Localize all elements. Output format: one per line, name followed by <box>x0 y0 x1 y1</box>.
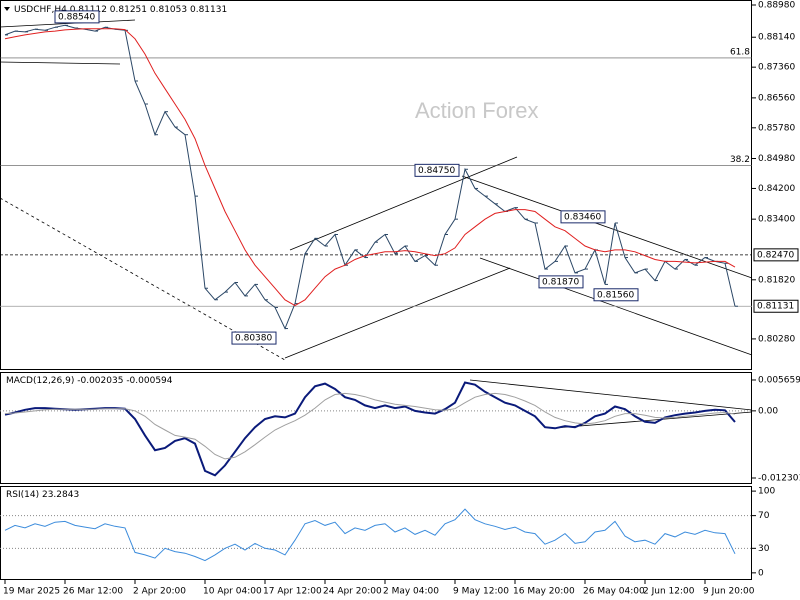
y-tick-label: 0.85780 <box>758 123 795 133</box>
fib-label: 61.8 <box>730 47 750 57</box>
price-header: USDCHF,H4 0.81112 0.81251 0.81053 0.8113… <box>14 5 227 15</box>
y-tick-label: 0.005659 <box>758 375 800 385</box>
annotation-label: 0.83460 <box>564 212 601 222</box>
header-value: 0.81112 <box>70 5 107 15</box>
trend-line <box>469 379 753 411</box>
trend-line <box>461 175 753 279</box>
x-tick-label: 9 Jun 20:00 <box>703 587 755 597</box>
y-tick-label: 0.86560 <box>758 93 795 103</box>
x-tick-label: 2 Apr 20:00 <box>133 587 186 597</box>
price-box <box>753 299 799 313</box>
y-tick-label: -0.012301 <box>758 474 800 484</box>
price-box-label: 0.82470 <box>757 250 794 260</box>
trend-line <box>0 19 136 28</box>
annotation-label: 0.81560 <box>597 290 634 300</box>
y-tick-label: 0.87360 <box>758 63 795 73</box>
annotation-label: 0.81870 <box>542 277 579 287</box>
header-value: 23.2843 <box>42 490 79 500</box>
annotation-box <box>593 288 639 302</box>
y-tick-label: 0.84980 <box>758 154 795 164</box>
y-tick-label: 0.88140 <box>758 33 795 43</box>
trend-line <box>554 411 753 429</box>
x-tick-label: 9 May 12:00 <box>453 587 509 597</box>
y-tick-label: 0.00 <box>758 406 778 416</box>
annotation-label: 0.88540 <box>58 12 95 22</box>
watermark: Action Forex <box>415 98 539 123</box>
annotation-label: 0.80380 <box>235 334 272 344</box>
macd-header: MACD(12,26,9) -0.002035 -0.000594 <box>6 376 173 386</box>
trend-line <box>0 61 121 65</box>
price-box <box>753 248 799 262</box>
header-value: 0.81251 <box>110 5 147 15</box>
trend-line <box>289 156 518 251</box>
series-line <box>4 24 736 330</box>
fib-label: 38.2 <box>730 155 750 165</box>
x-tick-label: 26 Mar 12:00 <box>63 587 123 597</box>
x-tick-label: 2 Jun 12:00 <box>643 587 695 597</box>
y-tick-label: 100 <box>758 487 775 497</box>
header-value: 0.81053 <box>150 5 187 15</box>
series-line <box>4 392 736 460</box>
series-line <box>4 508 736 562</box>
y-tick-label: 0.83400 <box>758 215 795 225</box>
x-tick-label: 26 May 04:00 <box>583 587 645 597</box>
price-panel <box>0 0 752 370</box>
x-tick-label: 24 Apr 20:00 <box>323 587 382 597</box>
annotation-box <box>538 275 584 289</box>
annotation-label: 0.84750 <box>418 166 455 176</box>
annotation-box <box>560 210 606 224</box>
price-box-label: 0.81131 <box>757 302 794 312</box>
series-line <box>4 381 736 477</box>
price-title: USDCHF,H4 <box>14 5 67 15</box>
header-value: -0.002035 <box>77 376 123 386</box>
rsi-header: RSI(14) 23.2843 <box>6 490 79 500</box>
macd-title: MACD(12,26,9) <box>6 376 74 386</box>
rsi-panel <box>0 486 752 580</box>
x-tick-label: 17 Apr 12:00 <box>263 587 322 597</box>
x-tick-label: 16 May 20:00 <box>513 587 575 597</box>
header-value: 0.81131 <box>190 5 227 15</box>
annotation-box <box>231 331 277 345</box>
series-line <box>4 28 736 307</box>
trend-line <box>284 267 511 359</box>
rsi-title: RSI(14) <box>6 490 39 500</box>
y-tick-label: 0.88980 <box>758 0 795 10</box>
x-tick-label: 10 Apr 04:00 <box>203 587 262 597</box>
annotation-box <box>54 10 100 24</box>
y-tick-label: 0 <box>758 568 764 578</box>
x-tick-label: 19 Mar 2025 <box>3 587 60 597</box>
trend-line <box>0 197 286 361</box>
header-value: -0.000594 <box>126 376 172 386</box>
y-tick-label: 30 <box>758 544 770 554</box>
x-tick-label: 2 May 04:00 <box>383 587 439 597</box>
y-tick-label: 70 <box>758 511 770 521</box>
collapse-icon[interactable] <box>4 7 10 11</box>
annotation-box <box>414 163 460 177</box>
macd-panel <box>0 372 752 484</box>
y-tick-label: 0.81820 <box>758 275 795 285</box>
y-tick-label: 0.84200 <box>758 184 795 194</box>
y-tick-label: 0.80280 <box>758 334 795 344</box>
